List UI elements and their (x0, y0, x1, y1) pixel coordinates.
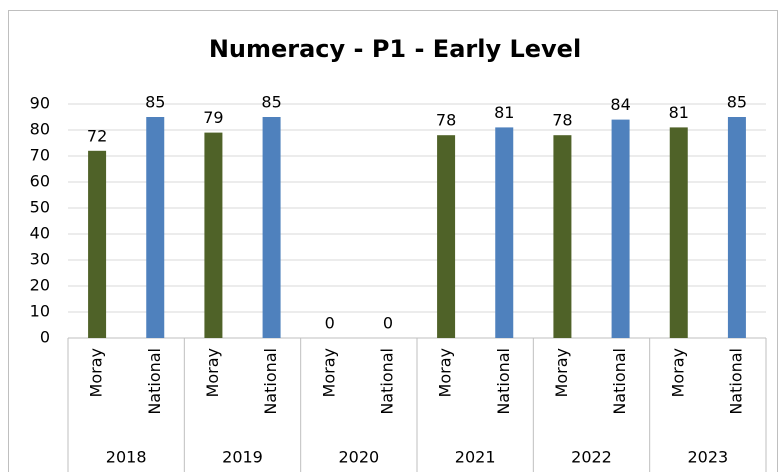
x-group-label: 2021 (455, 448, 496, 467)
data-label: 78 (552, 111, 572, 130)
x-group-label: 2023 (687, 448, 728, 467)
x-group-label: 2019 (222, 448, 263, 467)
x-sub-label: Moray (668, 348, 687, 397)
y-tick-label: 40 (30, 224, 50, 243)
bar (669, 127, 688, 339)
bar (88, 150, 107, 338)
y-tick-label: 90 (30, 94, 50, 113)
chart-title: Numeracy - P1 - Early Level (209, 35, 581, 63)
bar (146, 117, 165, 338)
x-sub-label: Moray (436, 348, 455, 397)
data-label: 85 (145, 93, 165, 112)
x-sub-label: Moray (552, 348, 571, 397)
data-label: 78 (436, 111, 456, 130)
x-sub-label: National (145, 348, 164, 415)
x-group-label: 2018 (106, 448, 147, 467)
data-label: 79 (203, 108, 223, 127)
y-tick-label: 80 (30, 120, 50, 139)
x-sub-label: National (494, 348, 513, 415)
x-sub-label: National (610, 348, 629, 415)
y-tick-label: 20 (30, 276, 50, 295)
y-tick-label: 10 (30, 302, 50, 321)
y-tick-label: 0 (40, 328, 50, 347)
data-label: 81 (669, 103, 689, 122)
x-sub-label: National (261, 348, 280, 415)
y-tick-label: 50 (30, 198, 50, 217)
bar (611, 119, 630, 338)
data-label: 85 (261, 93, 281, 112)
x-sub-label: National (726, 348, 745, 415)
data-label: 85 (727, 93, 747, 112)
bar (437, 135, 456, 338)
x-sub-label: Moray (203, 348, 222, 397)
y-tick-label: 60 (30, 172, 50, 191)
bar (262, 117, 281, 338)
data-label: 0 (325, 314, 335, 333)
y-tick-label: 70 (30, 146, 50, 165)
data-label: 0 (383, 314, 393, 333)
data-label: 81 (494, 103, 514, 122)
x-group-label: 2020 (338, 448, 379, 467)
y-tick-label: 30 (30, 250, 50, 269)
data-label: 72 (87, 126, 107, 145)
x-group-label: 2022 (571, 448, 612, 467)
bar (727, 117, 746, 338)
bar (553, 135, 572, 338)
x-sub-label: National (377, 348, 396, 415)
x-sub-label: Moray (87, 348, 106, 397)
x-sub-label: Moray (319, 348, 338, 397)
bar (495, 127, 514, 339)
data-label: 84 (610, 95, 630, 114)
bar (204, 132, 223, 338)
